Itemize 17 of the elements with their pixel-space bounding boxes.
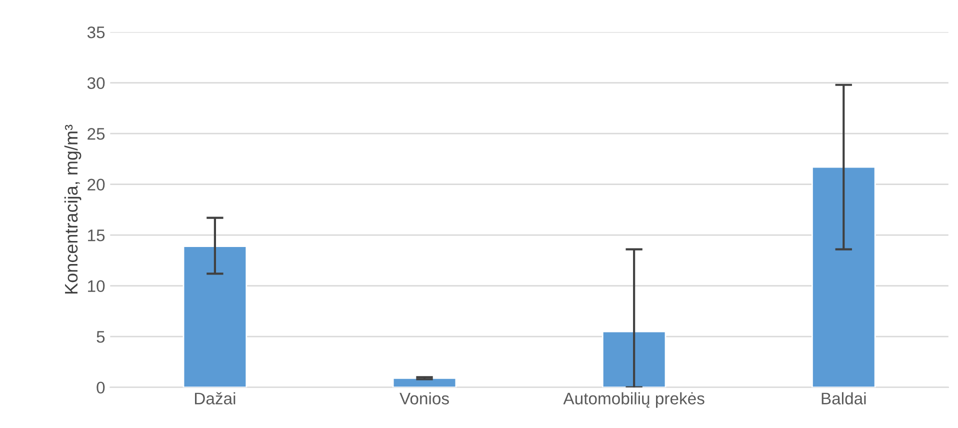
- bar: [182, 246, 248, 388]
- y-tick-label: 15: [88, 230, 105, 242]
- y-tick-label: 5: [96, 331, 105, 343]
- y-tick-label: 30: [87, 77, 105, 90]
- x-tick-label: Vonios: [400, 392, 449, 404]
- bar: [812, 166, 876, 388]
- x-tick-label: Baldai: [822, 392, 866, 404]
- y-tick-label: 25: [88, 128, 105, 140]
- bar: [602, 330, 666, 388]
- y-tick-label: 35: [87, 26, 105, 38]
- x-tick-label: Dažai: [195, 392, 236, 404]
- y-axis-title: Koncentracija, mg/m³: [64, 124, 82, 294]
- y-tick-label: 10: [88, 280, 105, 292]
- y-tick-label: 0: [96, 382, 105, 394]
- bar: [392, 378, 457, 388]
- x-tick-label: Automobilių prekės: [563, 392, 704, 408]
- y-tick-label: 20: [88, 178, 105, 191]
